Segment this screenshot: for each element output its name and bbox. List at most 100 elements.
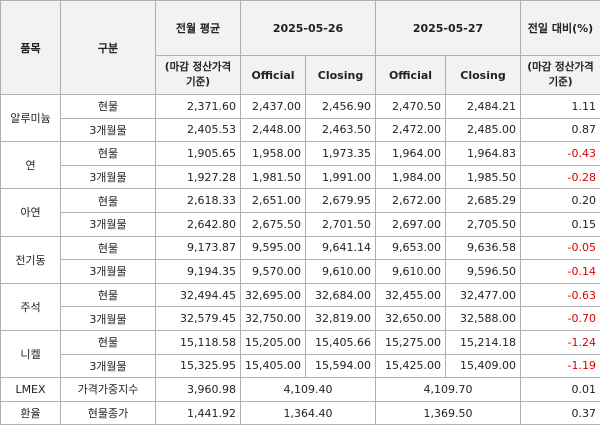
value-cell: 2,642.80 <box>155 211 241 237</box>
value-cell: 15,409.00 <box>445 353 521 379</box>
value-cell: 1,981.50 <box>240 164 306 190</box>
sub-header: Closing <box>445 55 521 95</box>
value-cell: -0.28 <box>520 164 600 190</box>
value-cell: 15,405.66 <box>305 329 376 355</box>
value-cell: 9,610.00 <box>305 259 376 284</box>
value-cell: 9,641.14 <box>305 235 376 261</box>
row-type: 현물 <box>60 188 156 213</box>
value-cell: 4,109.70 <box>375 377 521 402</box>
value-cell: 9,194.35 <box>155 259 241 284</box>
value-cell: 0.87 <box>520 117 600 143</box>
row-type: 3개월물 <box>60 117 156 143</box>
row-type: 현물 <box>60 235 156 261</box>
value-cell: 2,437.00 <box>240 94 306 119</box>
value-cell: 2,701.50 <box>305 211 376 237</box>
value-cell: 1.11 <box>520 94 600 119</box>
value-cell: 1,991.00 <box>305 164 376 190</box>
row-type: 현물 <box>60 94 156 119</box>
value-cell: 15,118.58 <box>155 329 241 355</box>
value-cell: 1,369.50 <box>375 400 521 426</box>
value-cell: 2,675.50 <box>240 211 306 237</box>
row-type: 3개월물 <box>60 306 156 331</box>
header-date: 2025-05-26 <box>240 0 376 56</box>
value-cell: 9,173.87 <box>155 235 241 261</box>
value-cell: 1,964.83 <box>445 141 521 166</box>
table-row: 3개월물 1,927.28 1,981.50 1,991.00 1,984.00 1,98… <box>1 164 600 190</box>
value-cell: 2,705.50 <box>445 211 521 237</box>
header-type: 구분 <box>60 0 156 95</box>
value-cell: 9,636.58 <box>445 235 521 261</box>
item-name: 환율 <box>0 400 61 426</box>
value-cell: 1,985.50 <box>445 164 521 190</box>
item-name: LMEX <box>0 377 61 402</box>
value-cell: -1.19 <box>520 353 600 379</box>
row-type: 현물 <box>60 282 156 308</box>
item-name: 주석 <box>0 282 61 331</box>
value-cell: 4,109.40 <box>240 377 376 402</box>
value-cell: 9,570.00 <box>240 259 306 284</box>
value-cell: 2,697.00 <box>375 211 446 237</box>
table-row: 3개월물 2,642.80 2,675.50 2,701.50 2,697.00 2,70… <box>1 211 600 237</box>
value-cell: 2,484.21 <box>445 94 521 119</box>
value-cell: -0.70 <box>520 306 600 331</box>
table-row: 아연 현물 2,618.33 2,651.00 2,679.95 2,672.00 2,68… <box>0 188 600 237</box>
row-type: 현물 <box>60 329 156 355</box>
header-note: (마감 정산가격 기준) <box>155 55 241 95</box>
header-prev-avg: 전월 평균 <box>155 0 241 56</box>
value-cell: 2,651.00 <box>240 188 306 213</box>
item-name: 니켈 <box>0 329 61 379</box>
row-type: 3개월물 <box>60 211 156 237</box>
value-cell: 1,984.00 <box>375 164 446 190</box>
value-cell: 2,685.29 <box>445 188 521 213</box>
item-name: 전기동 <box>0 235 61 284</box>
value-cell: 15,425.00 <box>375 353 446 379</box>
value-cell: 3,960.98 <box>155 377 241 402</box>
value-cell: 1,973.35 <box>305 141 376 166</box>
value-cell: 1,927.28 <box>155 164 241 190</box>
value-cell: 32,494.45 <box>155 282 241 308</box>
value-cell: 2,679.95 <box>305 188 376 213</box>
table-body: 알루미늄 현물 2,371.60 2,437.00 2,456.90 2,470.50 2,… <box>0 93 600 426</box>
table-row: 3개월물 32,579.45 32,750.00 32,819.00 32,650.00… <box>1 306 600 331</box>
value-cell: 15,594.00 <box>305 353 376 379</box>
table-row: 3개월물 15,325.95 15,405.00 15,594.00 15,425.00… <box>1 353 600 379</box>
value-cell: 15,275.00 <box>375 329 446 355</box>
value-cell: 2,405.53 <box>155 117 241 143</box>
sub-header: Closing <box>305 55 376 95</box>
value-cell: 2,448.00 <box>240 117 306 143</box>
row-type: 3개월물 <box>60 259 156 284</box>
value-cell: 2,470.50 <box>375 94 446 119</box>
table-row: 알루미늄 현물 2,371.60 2,437.00 2,456.90 2,470.50 2,… <box>0 93 600 143</box>
table-row: 주석 현물 32,494.45 32,695.00 32,684.00 32,455.00… <box>0 282 600 331</box>
value-cell: 32,579.45 <box>155 306 241 331</box>
item-name: 아연 <box>0 188 61 237</box>
value-cell: 2,456.90 <box>305 94 376 119</box>
sub-header: Official <box>375 55 446 95</box>
table-row: 3개월물 9,194.35 9,570.00 9,610.00 9,610.00 9,59… <box>1 259 600 284</box>
value-cell: 0.20 <box>520 188 600 213</box>
value-cell: 9,610.00 <box>375 259 446 284</box>
table-row: LMEX 가격가중지수 3,960.98 4,109.40 4,109.70 0.01 <box>0 377 600 402</box>
value-cell: 2,672.00 <box>375 188 446 213</box>
value-cell: -0.14 <box>520 259 600 284</box>
value-cell: 32,455.00 <box>375 282 446 308</box>
value-cell: 32,588.00 <box>445 306 521 331</box>
table-row: 연 현물 1,905.65 1,958.00 1,973.35 1,964.00 1,964… <box>0 141 600 190</box>
value-cell: 2,371.60 <box>155 94 241 119</box>
item-name: 연 <box>0 141 61 190</box>
sub-header: Official <box>240 55 306 95</box>
value-cell: 9,596.50 <box>445 259 521 284</box>
table-row: 니켈 현물 15,118.58 15,205.00 15,405.66 15,275.00… <box>0 329 600 379</box>
value-cell: 0.37 <box>520 400 600 426</box>
table-row: 전기동 현물 9,173.87 9,595.00 9,641.14 9,653.00 9,6… <box>0 235 600 284</box>
header-change: 전일 대비(%) <box>520 0 600 56</box>
value-cell: 2,463.50 <box>305 117 376 143</box>
row-type: 3개월물 <box>60 353 156 379</box>
value-cell: 1,905.65 <box>155 141 241 166</box>
row-type: 가격가중지수 <box>60 377 156 402</box>
table-row: 환율 현물종가 1,441.92 1,364.40 1,369.50 0.37 <box>0 400 600 426</box>
value-cell: 1,964.00 <box>375 141 446 166</box>
value-cell: 15,325.95 <box>155 353 241 379</box>
